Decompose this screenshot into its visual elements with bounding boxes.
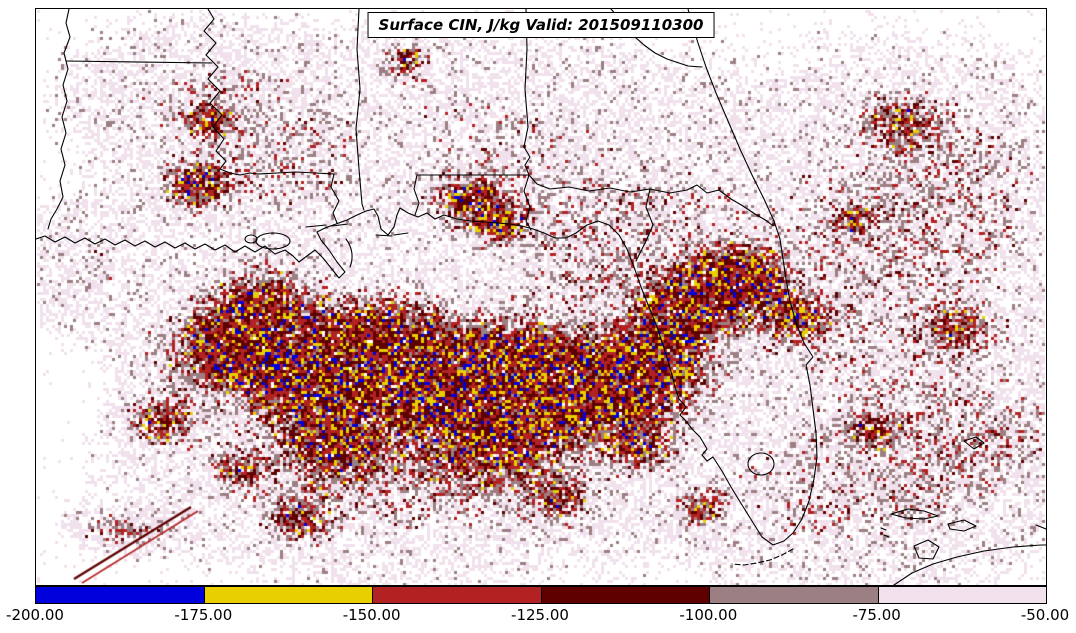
mississippi-alabama-border-path	[355, 9, 365, 211]
abaco-island-path	[947, 519, 977, 532]
lake-okeechobee-outline	[747, 452, 775, 476]
mississippi-sound-barrier-islands-path	[305, 223, 409, 237]
colorbar-segment-5	[877, 587, 1046, 603]
colorbar-ticks: -200.00 -175.00 -150.00 -125.00 -100.00 -75.0…	[6, 606, 1069, 628]
apalachicola-river-path	[523, 174, 532, 231]
bahama-bank-island-path	[963, 436, 985, 450]
chandeleur-islands-path	[345, 238, 353, 268]
state-borders-svg	[36, 9, 1046, 585]
colorbar-segment-3	[540, 587, 709, 603]
colorbar-tick-label: -75.00	[852, 606, 901, 624]
lake-maurepas-outline	[244, 234, 258, 244]
colorbar	[35, 586, 1047, 604]
colorbar-segment-4	[709, 587, 878, 603]
cuba-north-coast-path	[893, 544, 1046, 585]
colorbar-tick-label: -125.00	[511, 606, 569, 624]
perdido-river-path	[413, 174, 420, 216]
suwannee-river-path	[635, 188, 654, 262]
andros-island-path	[913, 539, 940, 560]
eleuthera-island-path	[1035, 524, 1046, 530]
colorbar-segment-2	[372, 587, 541, 603]
colorbar-segment-1	[203, 587, 372, 603]
grand-bahama-island-path	[890, 508, 939, 520]
gulf-atlantic-coastline-path	[36, 9, 818, 546]
louisiana-mississippi-border-path	[203, 9, 340, 224]
texas-louisiana-border-path	[47, 9, 71, 230]
florida-keys-path	[731, 548, 794, 566]
georgia-florida-border-path	[528, 174, 774, 227]
colorbar-tick-label: -100.00	[679, 606, 738, 624]
alabama-georgia-border-path	[523, 9, 531, 176]
colorbar-tick-label: -150.00	[342, 606, 401, 624]
colorbar-tick-label: -50.00	[1020, 606, 1070, 624]
plot-title-box: Surface CIN, J/kg Valid: 201509110300	[367, 12, 715, 38]
cin-field-canvas	[36, 9, 1046, 585]
colorbar-segment-0	[36, 587, 204, 603]
bimini-islands-path	[880, 527, 890, 538]
lake-pontchartrain-outline	[255, 232, 291, 250]
plot-title-text: Surface CIN, J/kg Valid: 201509110300	[378, 16, 704, 34]
colorbar-tick-label: -175.00	[174, 606, 233, 624]
coastlines-and-borders	[36, 9, 1046, 585]
arkansas-louisiana-border-path	[65, 60, 213, 64]
colorbar-tick-label: -200.00	[6, 606, 64, 624]
map-frame: Surface CIN, J/kg Valid: 201509110300	[35, 8, 1047, 586]
